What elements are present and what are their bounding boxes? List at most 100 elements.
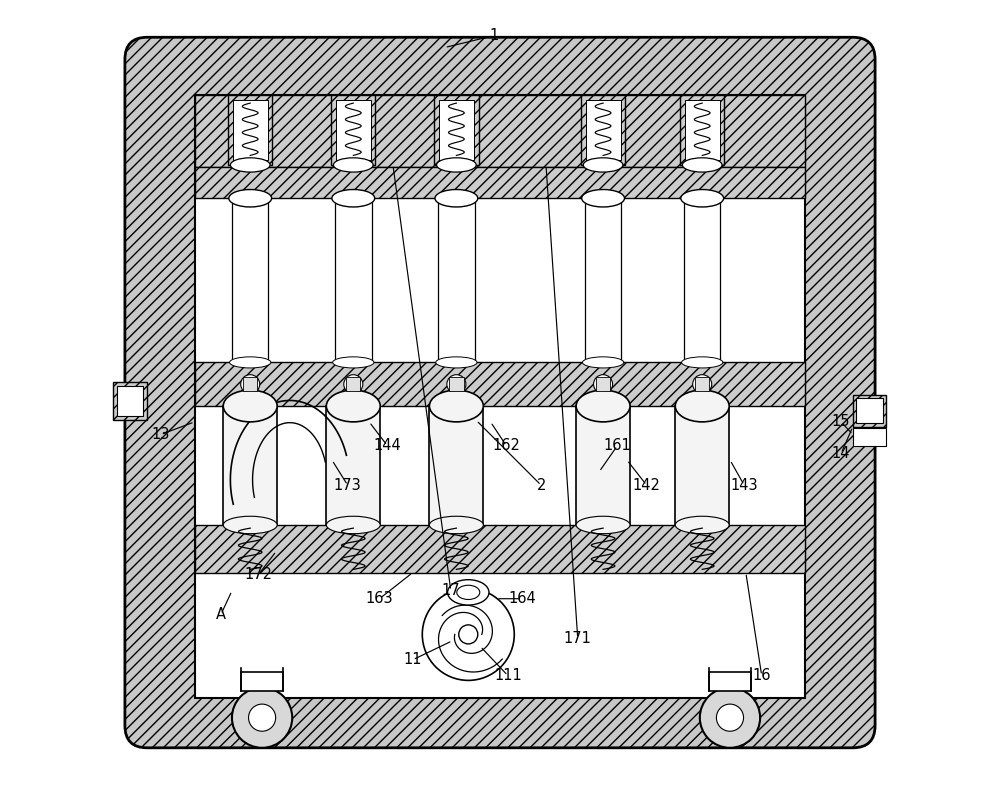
Ellipse shape	[576, 390, 630, 422]
Circle shape	[232, 688, 292, 748]
Text: 173: 173	[334, 478, 362, 492]
Ellipse shape	[576, 516, 630, 534]
Ellipse shape	[437, 158, 476, 172]
Bar	[581, 95, 625, 165]
Circle shape	[459, 625, 478, 644]
Bar	[434, 95, 479, 165]
Ellipse shape	[223, 390, 277, 422]
Text: 142: 142	[633, 478, 661, 492]
Ellipse shape	[681, 190, 724, 207]
Bar	[113, 382, 147, 420]
Bar	[331, 95, 375, 165]
Bar	[195, 525, 805, 573]
Bar	[586, 100, 621, 160]
Bar	[709, 672, 751, 691]
Bar	[195, 95, 805, 698]
Text: 16: 16	[752, 668, 771, 683]
Bar	[346, 377, 360, 392]
Bar	[336, 100, 371, 160]
Bar	[233, 100, 268, 160]
Ellipse shape	[429, 516, 483, 534]
Ellipse shape	[436, 357, 477, 368]
Text: 144: 144	[374, 439, 401, 453]
Text: 14: 14	[832, 446, 850, 461]
Ellipse shape	[675, 516, 729, 534]
Bar	[195, 167, 805, 198]
Ellipse shape	[582, 190, 625, 207]
Bar	[853, 395, 886, 427]
Bar	[680, 95, 724, 165]
Circle shape	[447, 375, 466, 394]
Ellipse shape	[333, 158, 373, 172]
Bar	[695, 377, 709, 392]
Bar	[223, 406, 277, 525]
Text: 161: 161	[603, 439, 631, 453]
Bar	[685, 100, 720, 160]
Circle shape	[422, 588, 514, 680]
Bar	[241, 672, 283, 691]
Bar	[429, 406, 483, 525]
Text: 111: 111	[494, 668, 522, 683]
Text: 143: 143	[730, 478, 758, 492]
Text: 15: 15	[832, 415, 850, 429]
Text: 13: 13	[151, 427, 170, 442]
Text: 17: 17	[442, 584, 460, 598]
Bar	[228, 95, 272, 165]
Bar	[331, 95, 375, 165]
Ellipse shape	[333, 357, 374, 368]
Ellipse shape	[223, 516, 277, 534]
Bar	[581, 95, 625, 165]
Ellipse shape	[583, 158, 623, 172]
Ellipse shape	[230, 357, 271, 368]
Text: 11: 11	[404, 653, 422, 667]
Bar	[195, 167, 805, 198]
Circle shape	[594, 375, 613, 394]
Bar	[195, 95, 805, 167]
Circle shape	[716, 704, 744, 731]
Bar	[117, 386, 143, 416]
Bar	[675, 406, 729, 525]
Circle shape	[693, 375, 712, 394]
Bar	[439, 100, 474, 160]
Ellipse shape	[435, 190, 478, 207]
Ellipse shape	[457, 585, 480, 600]
Bar	[856, 398, 883, 423]
Text: 162: 162	[492, 439, 520, 453]
Bar	[335, 198, 372, 362]
Bar	[576, 406, 630, 525]
Bar	[438, 198, 475, 362]
Bar	[596, 377, 610, 392]
Bar	[243, 377, 257, 392]
Bar	[232, 198, 268, 362]
Text: 2: 2	[537, 478, 546, 492]
Bar	[684, 198, 720, 362]
Circle shape	[344, 375, 363, 394]
Circle shape	[700, 688, 760, 748]
Ellipse shape	[230, 158, 270, 172]
Bar	[680, 95, 724, 165]
Ellipse shape	[229, 190, 272, 207]
Bar	[228, 95, 272, 165]
Ellipse shape	[429, 390, 483, 422]
Ellipse shape	[448, 580, 489, 605]
Bar	[585, 198, 621, 362]
Bar	[113, 382, 147, 420]
Bar	[449, 377, 464, 392]
FancyBboxPatch shape	[125, 37, 875, 748]
Circle shape	[249, 704, 276, 731]
Text: 163: 163	[366, 592, 393, 606]
Ellipse shape	[582, 357, 624, 368]
Ellipse shape	[675, 390, 729, 422]
Bar	[853, 395, 886, 427]
Circle shape	[241, 375, 260, 394]
Ellipse shape	[682, 357, 723, 368]
Ellipse shape	[326, 390, 380, 422]
Text: 171: 171	[564, 631, 592, 646]
Ellipse shape	[326, 516, 380, 534]
Bar	[195, 362, 805, 406]
Bar	[326, 406, 380, 525]
Ellipse shape	[682, 158, 722, 172]
Bar	[195, 525, 805, 573]
Text: 172: 172	[244, 568, 272, 582]
Text: 1: 1	[489, 29, 498, 43]
